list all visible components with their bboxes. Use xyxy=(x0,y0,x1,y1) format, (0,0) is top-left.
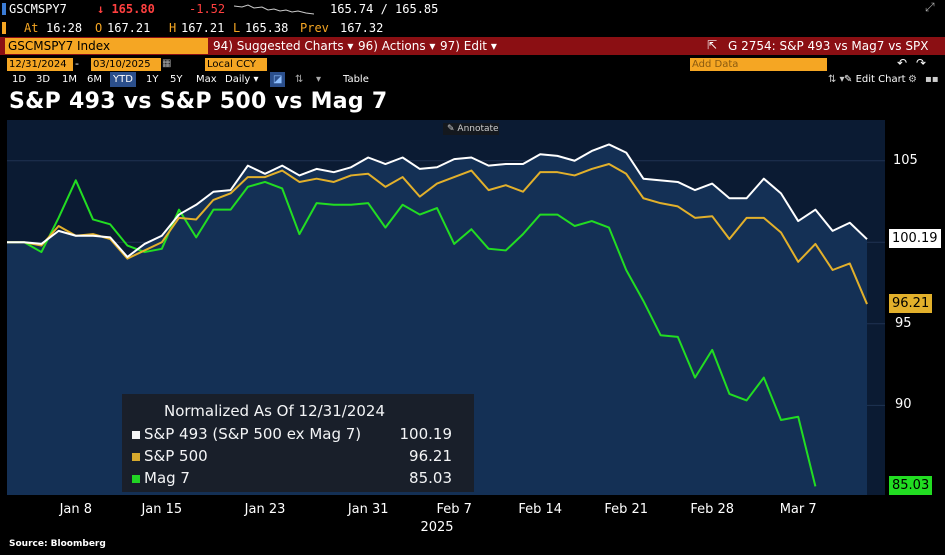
legend-swatch-sp500 xyxy=(132,453,140,461)
x-tick-label: Feb 7 xyxy=(436,502,471,517)
x-axis-label: 2025 xyxy=(420,520,453,535)
x-tick-label: Mar 7 xyxy=(780,502,817,517)
pencil-icon: ✎ xyxy=(447,124,457,134)
y-tick-label: 95 xyxy=(895,316,912,331)
annotate-label: Annotate xyxy=(457,124,498,134)
flag-sp493: 100.19 xyxy=(889,229,941,248)
flag-sp500: 96.21 xyxy=(889,294,932,313)
y-tick-label: 90 xyxy=(895,397,912,412)
legend-swatch-mag7 xyxy=(132,475,140,483)
legend-item-sp500: S&P 500 96.21 xyxy=(132,447,462,465)
x-tick-label: Feb 21 xyxy=(604,502,648,517)
flag-mag7: 85.03 xyxy=(889,476,932,495)
legend-value-sp493: 100.19 xyxy=(400,425,453,443)
y-tick-label: 105 xyxy=(893,153,918,168)
legend-label-sp500: S&P 500 xyxy=(144,447,208,465)
x-tick-label: Feb 28 xyxy=(690,502,734,517)
legend-label-sp493: S&P 493 (S&P 500 ex Mag 7) xyxy=(144,425,361,443)
legend-value-mag7: 85.03 xyxy=(409,469,452,487)
legend-item-sp493: S&P 493 (S&P 500 ex Mag 7) 100.19 xyxy=(132,425,462,443)
x-tick-label: Jan 23 xyxy=(245,502,286,517)
source-note: Source: Bloomberg xyxy=(9,539,106,549)
legend-value-sp500: 96.21 xyxy=(409,447,452,465)
x-tick-label: Jan 8 xyxy=(60,502,92,517)
legend-swatch-sp493 xyxy=(132,431,140,439)
x-tick-label: Jan 31 xyxy=(348,502,389,517)
x-tick-label: Feb 14 xyxy=(518,502,562,517)
legend: Normalized As Of 12/31/2024 S&P 493 (S&P… xyxy=(122,394,474,492)
legend-item-mag7: Mag 7 85.03 xyxy=(132,469,462,487)
legend-label-mag7: Mag 7 xyxy=(144,469,190,487)
x-tick-label: Jan 15 xyxy=(141,502,182,517)
annotate-button[interactable]: ✎ Annotate xyxy=(443,123,499,135)
legend-title: Normalized As Of 12/31/2024 xyxy=(164,402,494,420)
